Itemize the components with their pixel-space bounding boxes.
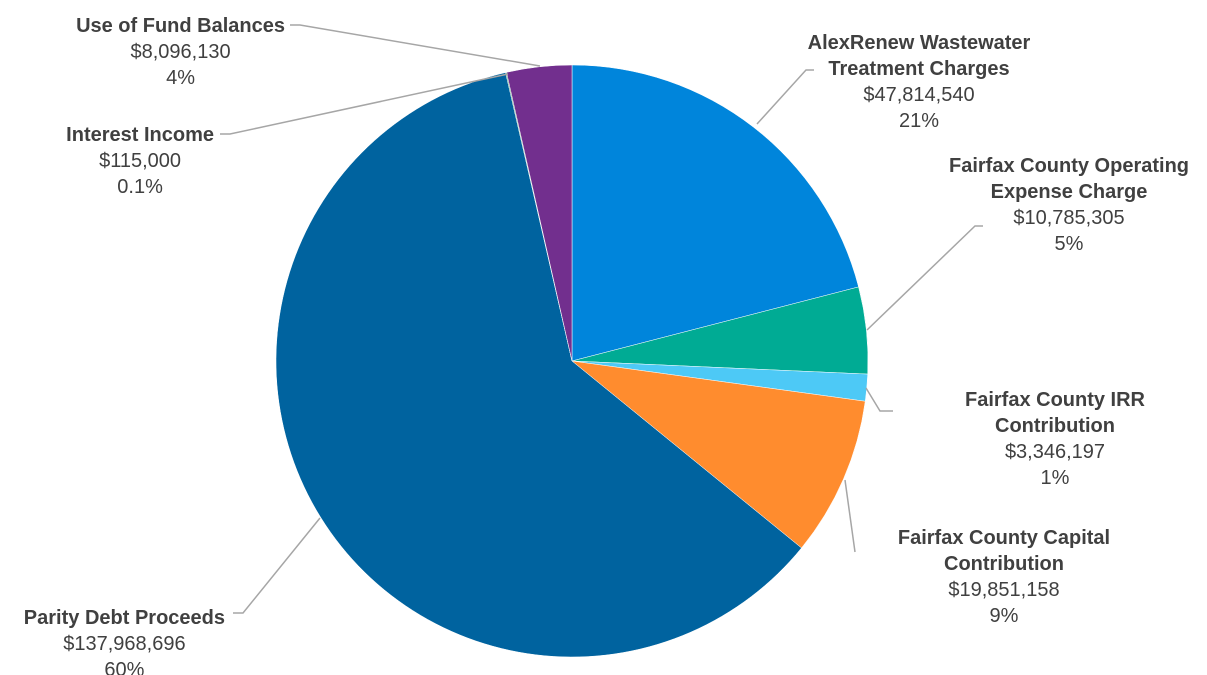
pie-slice-3 — [571, 360, 866, 549]
data-label-2: Fairfax County IRR Contribution $3,346,197… — [965, 389, 1146, 489]
label-amount: $10,785,305 — [1013, 207, 1124, 229]
leader-line-6 — [290, 24, 541, 67]
label-name: Fairfax County IRR — [965, 389, 1146, 411]
label-percent: 5% — [1055, 233, 1084, 255]
pie-slice-0 — [571, 64, 859, 362]
label-name: Parity Debt Proceeds — [24, 607, 225, 629]
label-name: AlexRenew Wastewater — [808, 32, 1031, 54]
data-label-3: Fairfax County Capital Contribution $19,85… — [898, 527, 1110, 627]
leader-line-1 — [866, 225, 983, 331]
pie-slice-6 — [506, 64, 573, 362]
label-amount: $3,346,197 — [1005, 441, 1105, 463]
data-labels: AlexRenew Wastewater Treatment Charges $47… — [24, 15, 1189, 675]
label-name: Treatment Charges — [828, 58, 1009, 80]
label-amount: $115,000 — [99, 150, 181, 172]
leader-line-3 — [844, 479, 856, 553]
label-name: Interest Income — [66, 124, 214, 146]
leader-lines — [220, 24, 983, 614]
label-name: Fairfax County Operating — [949, 155, 1189, 177]
label-amount: $8,096,130 — [130, 41, 230, 63]
leader-line-5 — [220, 73, 509, 135]
label-percent: 0.1% — [117, 176, 163, 198]
label-percent: 21% — [899, 110, 939, 132]
label-name: Contribution — [944, 553, 1064, 575]
leader-line-2 — [865, 387, 893, 412]
data-label-5: Interest Income $115,000 0.1% — [66, 124, 214, 198]
label-amount: $47,814,540 — [863, 84, 974, 106]
label-percent: 4% — [166, 67, 195, 89]
pie-slices — [275, 64, 869, 658]
leader-line-4 — [233, 517, 321, 614]
label-percent: 60% — [104, 659, 144, 675]
label-name: Fairfax County Capital — [898, 527, 1110, 549]
label-name: Expense Charge — [991, 181, 1148, 203]
label-amount: $137,968,696 — [63, 633, 185, 655]
leader-line-0 — [756, 69, 814, 125]
data-label-4: Parity Debt Proceeds $137,968,696 60% — [24, 607, 225, 675]
label-amount: $19,851,158 — [948, 579, 1059, 601]
label-name: Use of Fund Balances — [76, 15, 285, 37]
pie-slice-4 — [275, 72, 802, 658]
data-label-6: Use of Fund Balances $8,096,130 4% — [76, 15, 285, 89]
data-label-1: Fairfax County Operating Expense Charge $1… — [949, 155, 1189, 255]
data-label-0: AlexRenew Wastewater Treatment Charges $47… — [808, 32, 1031, 132]
label-name: Contribution — [995, 415, 1115, 437]
label-percent: 1% — [1041, 467, 1070, 489]
label-percent: 9% — [990, 605, 1019, 627]
